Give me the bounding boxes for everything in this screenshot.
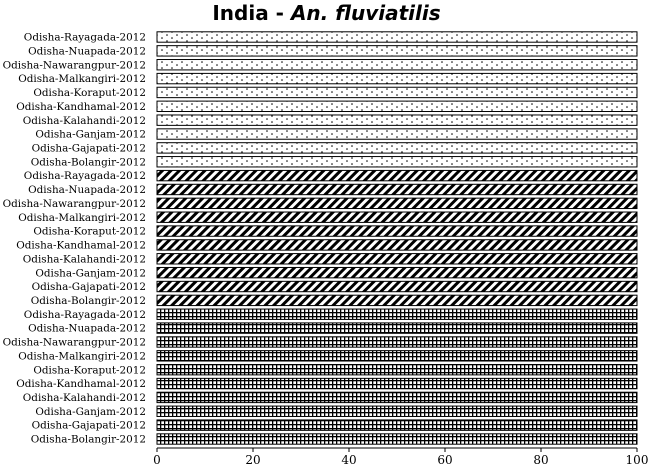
bar-25	[156, 363, 638, 376]
y-tick-label-25: Odisha-Koraput-2012	[33, 364, 146, 376]
bar-30	[156, 433, 638, 445]
x-tick-label-5: 80	[533, 453, 548, 467]
bar-18	[156, 266, 638, 279]
chart-title-species: An. fluviatilis	[290, 1, 441, 25]
y-tick-label-28: Odisha-Ganjam-2012	[35, 406, 146, 418]
y-tick-label-20: Odisha-Bolangir-2012	[31, 295, 146, 307]
y-tick-label-22: Odisha-Nuapada-2012	[28, 323, 146, 335]
y-tick-label-26: Odisha-Kandhamal-2012	[16, 378, 146, 390]
bar-3	[156, 59, 638, 71]
bar-9	[156, 142, 638, 154]
x-axis-ticks: 0 20 40 60 80 100	[153, 448, 648, 467]
bar-22	[156, 322, 638, 334]
bar-1	[156, 31, 638, 43]
bar-8	[156, 128, 638, 140]
y-tick-label-10: Odisha-Bolangir-2012	[31, 156, 146, 168]
y-tick-label-11: Odisha-Rayagada-2012	[24, 170, 146, 182]
y-tick-label-9: Odisha-Gajapati-2012	[32, 143, 146, 155]
y-tick-label-1: Odisha-Rayagada-2012	[24, 32, 146, 44]
bar-10	[156, 156, 638, 168]
y-tick-label-21: Odisha-Rayagada-2012	[24, 309, 146, 321]
y-tick-label-29: Odisha-Gajapati-2012	[32, 420, 146, 432]
chart-title: India - An. fluviatilis	[0, 1, 653, 25]
x-tick-label-3: 40	[341, 453, 356, 467]
bar-20	[156, 294, 638, 307]
bar-28	[156, 405, 638, 417]
y-tick-label-4: Odisha-Malkangiri-2012	[18, 73, 146, 85]
bar-19	[156, 280, 638, 293]
y-axis-labels: Odisha-Rayagada-2012Odisha-Nuapada-2012O…	[3, 32, 146, 446]
bar-14	[156, 211, 638, 223]
bar-5	[156, 86, 638, 99]
y-tick-label-7: Odisha-Kalahandi-2012	[23, 115, 146, 127]
y-tick-label-2: Odisha-Nuapada-2012	[28, 45, 146, 57]
bar-12	[156, 183, 638, 196]
bar-27	[156, 391, 638, 404]
bar-2	[156, 45, 638, 57]
y-tick-label-17: Odisha-Kalahandi-2012	[23, 253, 146, 265]
y-tick-label-27: Odisha-Kalahandi-2012	[23, 392, 146, 404]
bar-24	[156, 350, 638, 362]
y-tick-label-14: Odisha-Malkangiri-2012	[18, 212, 146, 224]
y-tick-label-6: Odisha-Kandhamal-2012	[16, 101, 146, 113]
bar-23	[156, 336, 638, 348]
y-tick-label-16: Odisha-Kandhamal-2012	[16, 240, 146, 252]
y-tick-label-3: Odisha-Nawarangpur-2012	[3, 59, 146, 71]
bar-6	[156, 100, 638, 113]
x-tick-label-1: 0	[153, 453, 161, 467]
x-tick-label-6: 100	[626, 453, 649, 467]
bar-4	[156, 72, 638, 85]
x-tick-label-4: 60	[437, 453, 452, 467]
y-tick-label-15: Odisha-Koraput-2012	[33, 226, 146, 238]
bar-29	[156, 419, 638, 431]
y-tick-label-30: Odisha-Bolangir-2012	[31, 434, 146, 446]
chart-title-prefix: India -	[212, 1, 291, 25]
bar-13	[156, 197, 638, 210]
bar-17	[156, 253, 638, 265]
bar-21	[156, 308, 638, 320]
bar-16	[156, 239, 638, 251]
y-tick-label-5: Odisha-Koraput-2012	[33, 87, 146, 99]
x-tick-label-2: 20	[245, 453, 260, 467]
y-tick-label-19: Odisha-Gajapati-2012	[32, 281, 146, 293]
y-tick-label-23: Odisha-Nawarangpur-2012	[3, 337, 146, 349]
bar-11	[156, 169, 638, 182]
bar-7	[156, 114, 638, 126]
bars-layer	[156, 31, 638, 445]
y-tick-label-18: Odisha-Ganjam-2012	[35, 267, 146, 279]
y-tick-label-13: Odisha-Nawarangpur-2012	[3, 198, 146, 210]
y-tick-label-8: Odisha-Ganjam-2012	[35, 129, 146, 141]
y-tick-label-12: Odisha-Nuapada-2012	[28, 184, 146, 196]
bar-26	[156, 377, 638, 390]
y-tick-label-24: Odisha-Malkangiri-2012	[18, 350, 146, 362]
bar-15	[156, 225, 638, 237]
